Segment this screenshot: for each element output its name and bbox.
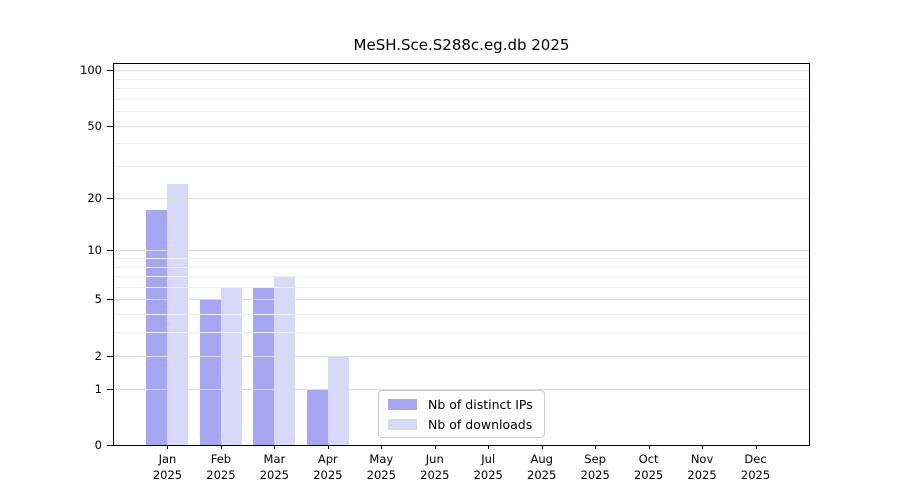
y-tick-label: 0	[94, 438, 102, 452]
bar-distinct-ips	[199, 299, 221, 445]
y-tick-label: 5	[94, 292, 102, 307]
gridline-major	[114, 355, 809, 357]
y-tick-mark	[107, 388, 113, 390]
x-tick-label: Feb 2025	[206, 452, 236, 482]
x-tick-label: Jun 2025	[420, 452, 450, 482]
bar-downloads	[327, 355, 349, 445]
gridline-minor	[114, 111, 809, 113]
legend-swatch-downloads-icon	[388, 418, 417, 430]
gridline-major	[114, 125, 809, 127]
y-tick-mark	[107, 70, 113, 72]
x-tick-mark	[488, 445, 490, 449]
gridline-minor	[114, 166, 809, 168]
chart-title: MeSH.Sce.S288c.eg.db 2025	[353, 36, 570, 54]
x-tick-mark	[755, 445, 757, 449]
legend-label-downloads: Nb of downloads	[428, 416, 533, 432]
x-tick-label: Oct 2025	[633, 452, 664, 482]
legend-item-distinct-ips: Nb of distinct IPs	[388, 397, 535, 412]
y-tick-label: 1	[94, 381, 102, 396]
x-tick-mark	[220, 445, 222, 449]
gridline-minor	[114, 88, 809, 90]
y-tick-mark	[107, 299, 113, 301]
gridline-major	[114, 70, 809, 72]
gridline-major	[114, 250, 809, 252]
y-tick-label: 2	[94, 348, 102, 363]
legend-swatch-distinct-ips-icon	[388, 398, 417, 410]
bar-downloads	[220, 286, 242, 445]
y-tick-label: 20	[87, 190, 102, 205]
gridline-minor	[114, 143, 809, 145]
gridline-minor	[114, 257, 809, 259]
x-tick-label: Jan 2025	[152, 452, 183, 482]
bar-downloads	[274, 276, 296, 445]
plot-area	[113, 63, 810, 446]
gridline-minor	[114, 314, 809, 316]
y-tick-mark	[107, 355, 113, 357]
y-tick-mark	[107, 125, 113, 127]
gridline-major	[114, 197, 809, 199]
x-tick-mark	[274, 445, 276, 449]
y-tick-mark	[107, 197, 113, 199]
x-tick-label: Apr 2025	[313, 452, 343, 482]
x-tick-label: May 2025	[366, 452, 396, 482]
y-tick-mark	[107, 250, 113, 252]
legend: Nb of distinct IPs Nb of downloads	[378, 390, 545, 438]
y-tick-mark	[107, 445, 113, 446]
gridline-minor	[114, 78, 809, 80]
gridline-minor	[114, 286, 809, 288]
x-tick-label: Mar 2025	[259, 452, 290, 482]
bar-distinct-ips	[253, 286, 275, 445]
gridline-major	[114, 299, 809, 301]
x-tick-mark	[541, 445, 543, 449]
x-tick-mark	[595, 445, 597, 449]
y-tick-label: 50	[87, 118, 102, 133]
x-tick-mark	[434, 445, 436, 449]
y-tick-label: 10	[87, 243, 102, 258]
x-tick-mark	[381, 445, 383, 449]
x-tick-mark	[648, 445, 650, 449]
x-tick-mark	[702, 445, 704, 449]
gridline-minor	[114, 276, 809, 278]
y-tick-label: 100	[80, 63, 102, 78]
bar-distinct-ips	[306, 388, 328, 445]
gridline-minor	[114, 98, 809, 100]
x-tick-label: Dec 2025	[740, 452, 771, 482]
x-tick-label: Jul 2025	[473, 452, 503, 482]
bars-layer	[114, 64, 809, 445]
x-tick-label: Sep 2025	[580, 452, 610, 482]
bar-distinct-ips	[146, 210, 168, 445]
legend-label-distinct-ips: Nb of distinct IPs	[428, 396, 533, 412]
legend-item-downloads: Nb of downloads	[388, 417, 535, 432]
x-tick-label: Nov 2025	[687, 452, 717, 482]
grid-layer	[114, 64, 809, 445]
gridline-minor	[114, 332, 809, 334]
x-tick-mark	[167, 445, 169, 449]
x-tick-label: Aug 2025	[527, 452, 557, 482]
gridline-major	[114, 388, 809, 390]
gridline-minor	[114, 266, 809, 268]
x-tick-mark	[327, 445, 329, 449]
